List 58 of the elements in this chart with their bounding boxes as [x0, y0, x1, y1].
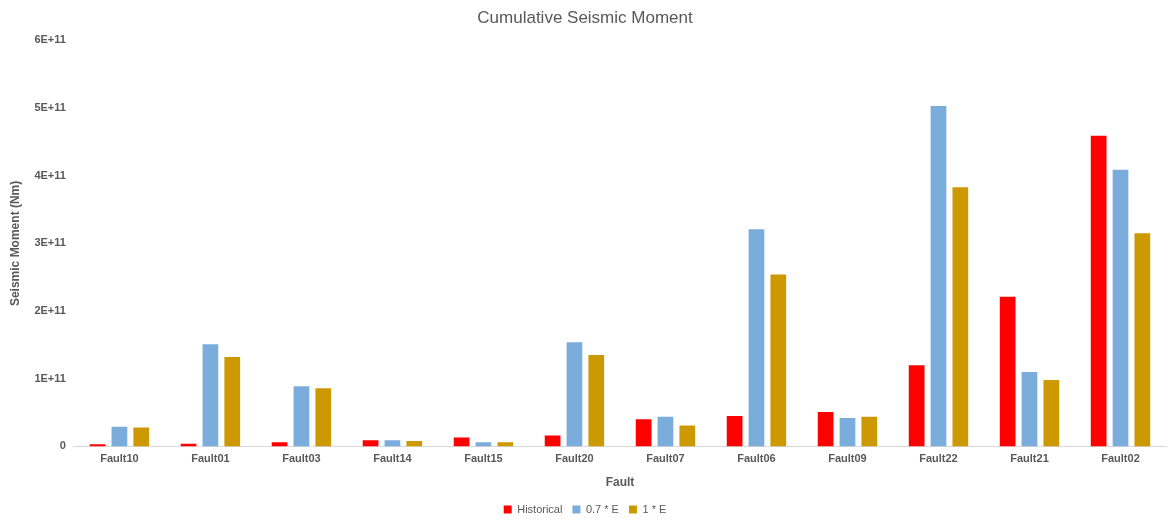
bar	[293, 386, 310, 447]
bar	[657, 416, 674, 447]
bar	[770, 274, 787, 447]
x-tick-label: Fault01	[191, 452, 230, 465]
bar	[726, 415, 743, 447]
x-tick-label: Fault06	[737, 452, 776, 465]
bar	[930, 106, 947, 447]
y-tick-label: 5E+11	[34, 101, 66, 114]
bar	[635, 419, 652, 447]
x-tick-label: Fault03	[282, 452, 321, 465]
x-tick-label: Fault21	[1010, 452, 1049, 465]
y-tick-label: 0	[59, 439, 66, 452]
bar	[202, 344, 219, 447]
bar	[952, 187, 969, 447]
legend-label: 1 * E	[642, 502, 667, 515]
y-tick-label: 3E+11	[34, 236, 66, 249]
x-tick-label: Fault22	[919, 452, 958, 465]
bar	[817, 411, 834, 447]
bar	[271, 442, 288, 447]
bar	[1134, 233, 1151, 447]
bar	[362, 440, 379, 447]
bar	[908, 365, 925, 447]
bar	[588, 355, 605, 447]
bar	[748, 229, 765, 447]
x-tick-label: Fault14	[373, 452, 413, 465]
bar	[315, 388, 332, 447]
y-tick-label: 2E+11	[34, 304, 66, 317]
x-tick-label: Fault10	[100, 452, 139, 465]
y-tick-label: 1E+11	[34, 371, 66, 384]
x-tick-label: Fault09	[828, 452, 867, 465]
bar	[384, 440, 401, 447]
y-tick-label: 6E+11	[34, 33, 66, 46]
x-tick-label: Fault15	[464, 452, 503, 465]
bar	[497, 442, 514, 447]
y-axis-title: Seismic Moment (Nm)	[7, 180, 22, 307]
bar	[89, 444, 106, 447]
bar	[679, 425, 696, 447]
bar	[1112, 169, 1129, 447]
bar	[111, 426, 128, 447]
bar	[861, 416, 878, 447]
bar	[1043, 380, 1060, 447]
chart-title: Cumulative Seismic Moment	[477, 7, 693, 27]
x-axis-title: Fault	[605, 475, 635, 490]
x-tick-label: Fault02	[1101, 452, 1140, 465]
y-tick-label: 4E+11	[34, 168, 66, 181]
bar	[839, 417, 856, 447]
bar	[133, 427, 150, 447]
bar	[566, 342, 583, 447]
bar	[475, 442, 492, 447]
bar	[1090, 135, 1107, 447]
legend-label: 0.7 * E	[585, 502, 619, 515]
bar	[224, 357, 241, 447]
bar	[999, 296, 1016, 447]
bar	[406, 440, 423, 447]
x-tick-label: Fault20	[555, 452, 594, 465]
bar	[1021, 371, 1038, 447]
x-tick-label: Fault07	[646, 452, 685, 465]
legend-label: Historical	[517, 502, 563, 515]
